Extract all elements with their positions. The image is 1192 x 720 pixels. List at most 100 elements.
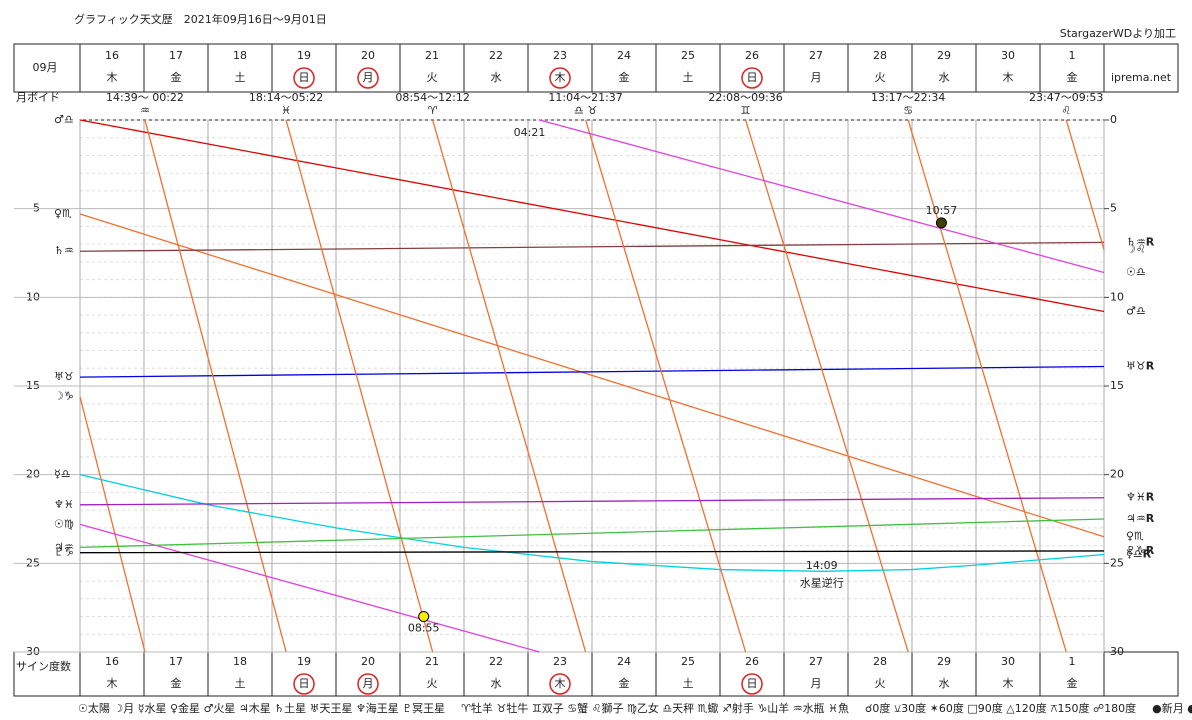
weekday-label: 木: [555, 71, 566, 84]
annotation: 14:09: [806, 559, 838, 572]
x-tick-label: 25: [681, 655, 695, 668]
planet-line: [79, 474, 1105, 572]
y2-tick-label: 15: [1110, 379, 1124, 392]
x-tick-label: 21: [425, 655, 439, 668]
holiday-ring: [549, 673, 571, 695]
void-sign: ♈: [428, 104, 438, 117]
weekday-label: 木: [107, 71, 118, 84]
end-label: ♂♎: [1126, 305, 1146, 318]
x-tick-label: 27: [809, 49, 823, 62]
x-tick-label: 26: [745, 49, 759, 62]
planet-line: [79, 241, 1105, 252]
moon-phase: [418, 611, 430, 623]
x-tick-label: 29: [937, 655, 951, 668]
weekday-label: 月: [363, 677, 374, 690]
start-label: ♂♎: [54, 113, 74, 126]
x-tick-label: 30: [1001, 49, 1015, 62]
x-tick-label: 27: [809, 655, 823, 668]
x-tick-label: 20: [361, 655, 375, 668]
x-tick-label: 16: [105, 49, 119, 62]
x-tick-label: 30: [1001, 655, 1015, 668]
void-time: 08:54～12:12: [395, 91, 469, 104]
void-time: 13:17～22:34: [871, 91, 945, 104]
weekday-label: 木: [1003, 71, 1014, 84]
y-label: サイン度数: [16, 659, 71, 673]
legend-item: ♈牡羊 ♉牡牛 ♊双子 ♋蟹 ♌獅子 ♍乙女 ♎天秤 ♏蠍 ♐射手 ♑山羊 ♒水…: [461, 701, 849, 715]
month-label: 09月: [33, 61, 58, 74]
void-time: 14:39～ 00:22: [106, 91, 184, 104]
weekday-label: 日: [299, 677, 310, 690]
x-tick-label: 28: [873, 49, 887, 62]
x-tick-label: 23: [553, 49, 567, 62]
end-label: ♅♉R: [1126, 359, 1155, 372]
weekday-label: 木: [555, 677, 566, 690]
weekday-label: 月: [811, 677, 822, 690]
x-tick-label: 18: [233, 49, 247, 62]
start-label: ♄♒: [54, 244, 74, 257]
x-tick-label: 28: [873, 655, 887, 668]
x-tick-label: 21: [425, 49, 439, 62]
x-tick-label: 16: [105, 655, 119, 668]
x-tick-label: 17: [169, 655, 183, 668]
end-label: ♃♒R: [1126, 512, 1155, 525]
start-label: ☉♍: [54, 517, 74, 530]
end-label: ☿♎R: [1126, 547, 1152, 560]
planet-line: [79, 518, 1105, 549]
void-sign: ♒: [140, 104, 150, 117]
legend-item: ☉太陽 ☽月 ☿水星 ♀金星 ♂火星 ♃木星 ♄土星 ♅天王星 ♆海王星 ♇冥王…: [78, 701, 445, 715]
x-tick-label: 19: [297, 49, 311, 62]
x-tick-label: 20: [361, 49, 375, 62]
x-tick-label: 17: [169, 49, 183, 62]
site: iprema.net: [1111, 71, 1172, 84]
weekday-label: 日: [747, 71, 758, 84]
x-tick-label: 24: [617, 49, 631, 62]
holiday-ring: [293, 67, 315, 89]
legend-item: ●新月 ◐上弦 ○満月 ◑下弦: [1152, 701, 1192, 715]
holiday-ring: [357, 673, 379, 695]
weekday-label: 金: [619, 676, 630, 690]
weekday-label: 月: [811, 71, 822, 84]
weekday-label: 金: [1067, 676, 1078, 690]
void-time: 23:47～09:53: [1029, 91, 1103, 104]
weekday-label: 水: [491, 71, 502, 84]
start-label: ♅♉: [54, 370, 74, 383]
end-label: ♄♒R: [1126, 235, 1155, 248]
x-tick-label: 25: [681, 49, 695, 62]
void-sign: ♎ ♉: [574, 104, 598, 117]
weekday-label: 火: [427, 677, 438, 690]
weekday-label: 火: [875, 71, 886, 84]
start-label: ♆♓: [54, 498, 74, 511]
void-time: 22:08～09:36: [708, 91, 782, 104]
weekday-label: 土: [683, 71, 694, 84]
planet-line: [79, 119, 1105, 653]
weekday-label: 水: [939, 71, 950, 84]
weekday-label: 金: [619, 70, 630, 84]
end-label: ♀♏: [1126, 530, 1144, 543]
holiday-ring: [741, 67, 763, 89]
weekday-label: 金: [171, 70, 182, 84]
weekday-label: 土: [235, 71, 246, 84]
weekday-label: 日: [299, 71, 310, 84]
planet-line: [79, 365, 1105, 378]
moon-phase: [935, 217, 947, 229]
weekday-label: 木: [1003, 677, 1014, 690]
void-label: 月ボイド: [16, 91, 60, 104]
weekday-label: 日: [747, 677, 758, 690]
weekday-label: 水: [939, 677, 950, 690]
chart-title: グラフィック天文歴 2021年09月16日～9月01日: [74, 12, 327, 26]
moon-phase-time: 10:57: [926, 204, 958, 217]
x-tick-label: 24: [617, 655, 631, 668]
moon-phase-time: 08:55: [408, 622, 440, 635]
weekday-label: 火: [427, 71, 438, 84]
annotation: 水星逆行: [800, 576, 844, 590]
end-label: ☉♎: [1126, 266, 1146, 279]
weekday-label: 土: [683, 677, 694, 690]
end-label: ☽♌: [1126, 242, 1146, 255]
weekday-label: 水: [491, 677, 502, 690]
y2-tick-label: 5: [1110, 202, 1117, 215]
void-time: 18:14～05:22: [249, 91, 323, 104]
end-label: ♇♑R: [1126, 544, 1155, 557]
header-box: [13, 43, 1179, 93]
void-sign: ♊: [741, 104, 751, 117]
